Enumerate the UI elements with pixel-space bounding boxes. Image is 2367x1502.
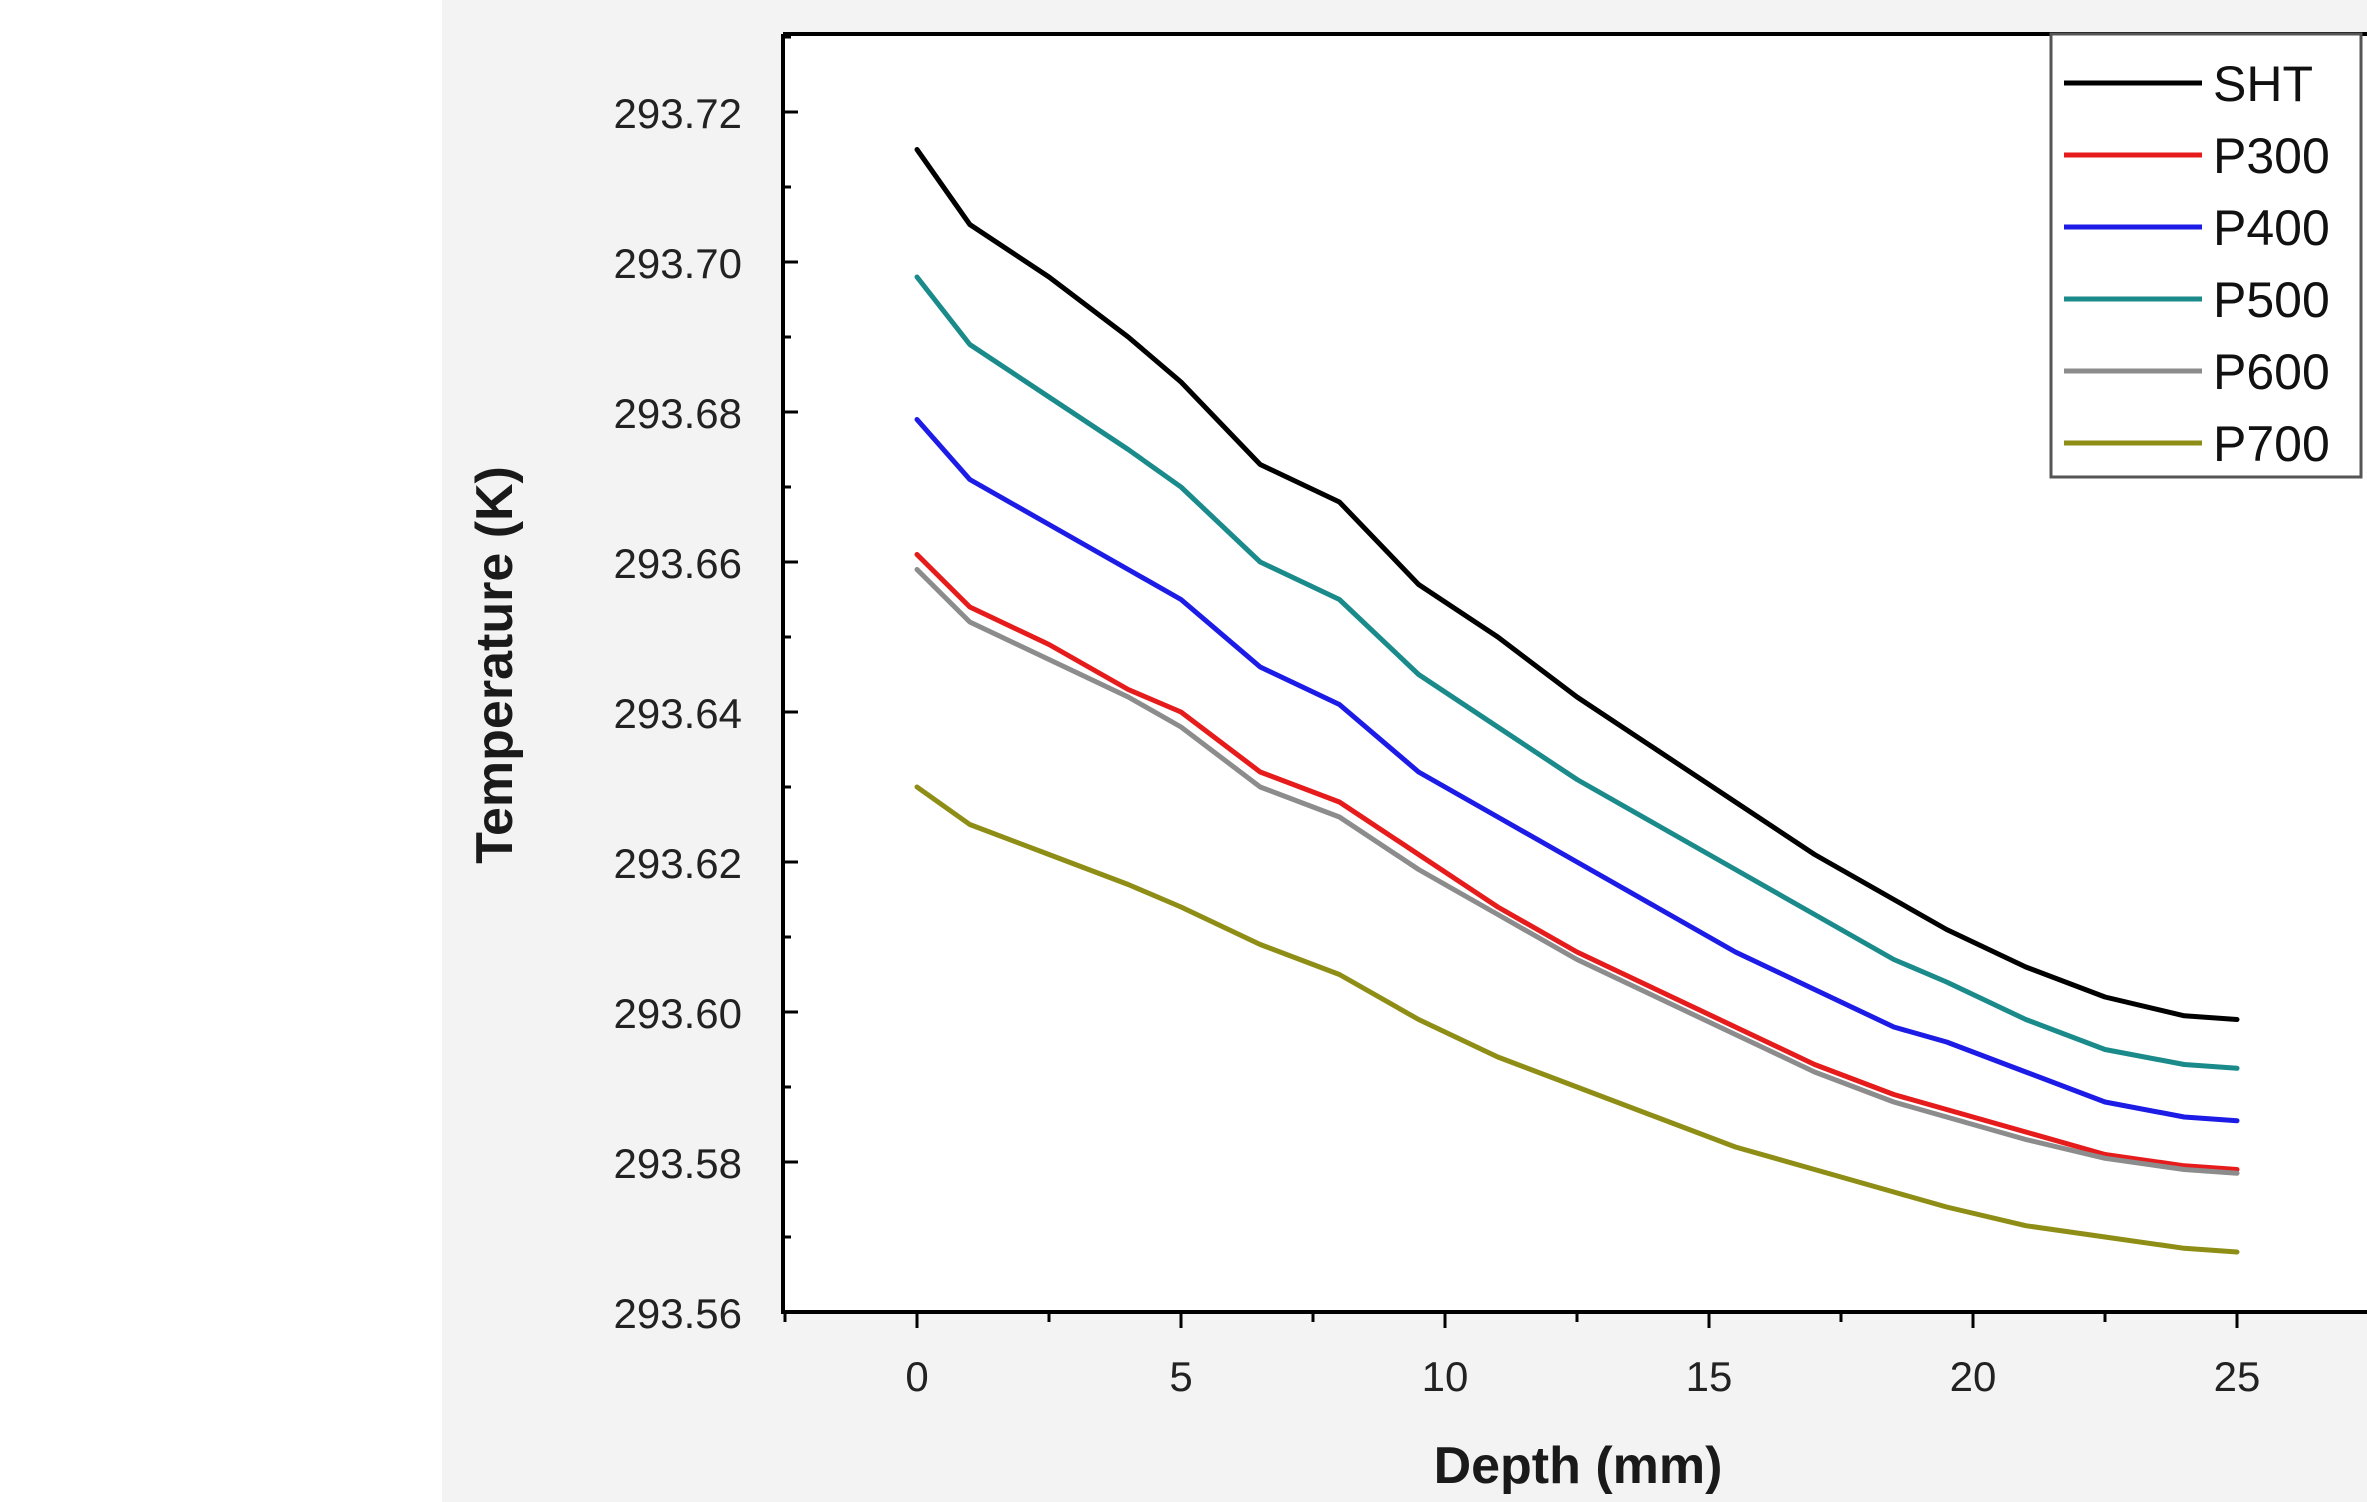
legend: SHT P300 P400 P500 P600 P700	[2049, 32, 2363, 479]
y-tick-label: 293.62	[614, 840, 742, 887]
series-line-p300	[914, 552, 2240, 1172]
x-tick-label: 5	[1169, 1353, 1192, 1400]
y-tick-label: 293.70	[614, 240, 742, 287]
legend-label: P400	[2213, 200, 2330, 256]
legend-label: P500	[2213, 272, 2330, 328]
y-tick-label: 293.56	[614, 1290, 742, 1337]
y-tick-label: 293.60	[614, 990, 742, 1037]
y-tick-label: 293.68	[614, 390, 742, 437]
y-tick-label: 293.58	[614, 1140, 742, 1187]
legend-label: P300	[2213, 128, 2330, 184]
legend-box	[2049, 32, 2363, 479]
series-line-p600	[914, 567, 2240, 1176]
series-line-sht	[914, 147, 2240, 1022]
legend-label: SHT	[2213, 56, 2313, 112]
series-line-p700	[914, 784, 2240, 1255]
legend-label: P700	[2213, 416, 2330, 472]
x-tick-label: 20	[1950, 1353, 1997, 1400]
series-line-p400	[914, 417, 2240, 1124]
x-axis-label: Depth (mm)	[1434, 1437, 1723, 1495]
y-tick-label: 293.64	[614, 690, 742, 737]
x-tick-label: 25	[2214, 1353, 2261, 1400]
x-tick-label: 15	[1686, 1353, 1733, 1400]
series-lines	[914, 147, 2240, 1255]
y-tick-labels: 293.56 293.58 293.60 293.62 293.64 293.66 293.…	[614, 90, 742, 1337]
x-tick-label: 10	[1422, 1353, 1469, 1400]
x-tick-labels: 0 5 10 15 20 25	[905, 1353, 2260, 1400]
y-tick-label: 293.72	[614, 90, 742, 137]
x-tick-label: 0	[905, 1353, 928, 1400]
y-tick-label: 293.66	[614, 540, 742, 587]
y-axis-label: Temperature (K)	[466, 466, 524, 864]
series-line-p500	[914, 274, 2240, 1071]
legend-label: P600	[2213, 344, 2330, 400]
